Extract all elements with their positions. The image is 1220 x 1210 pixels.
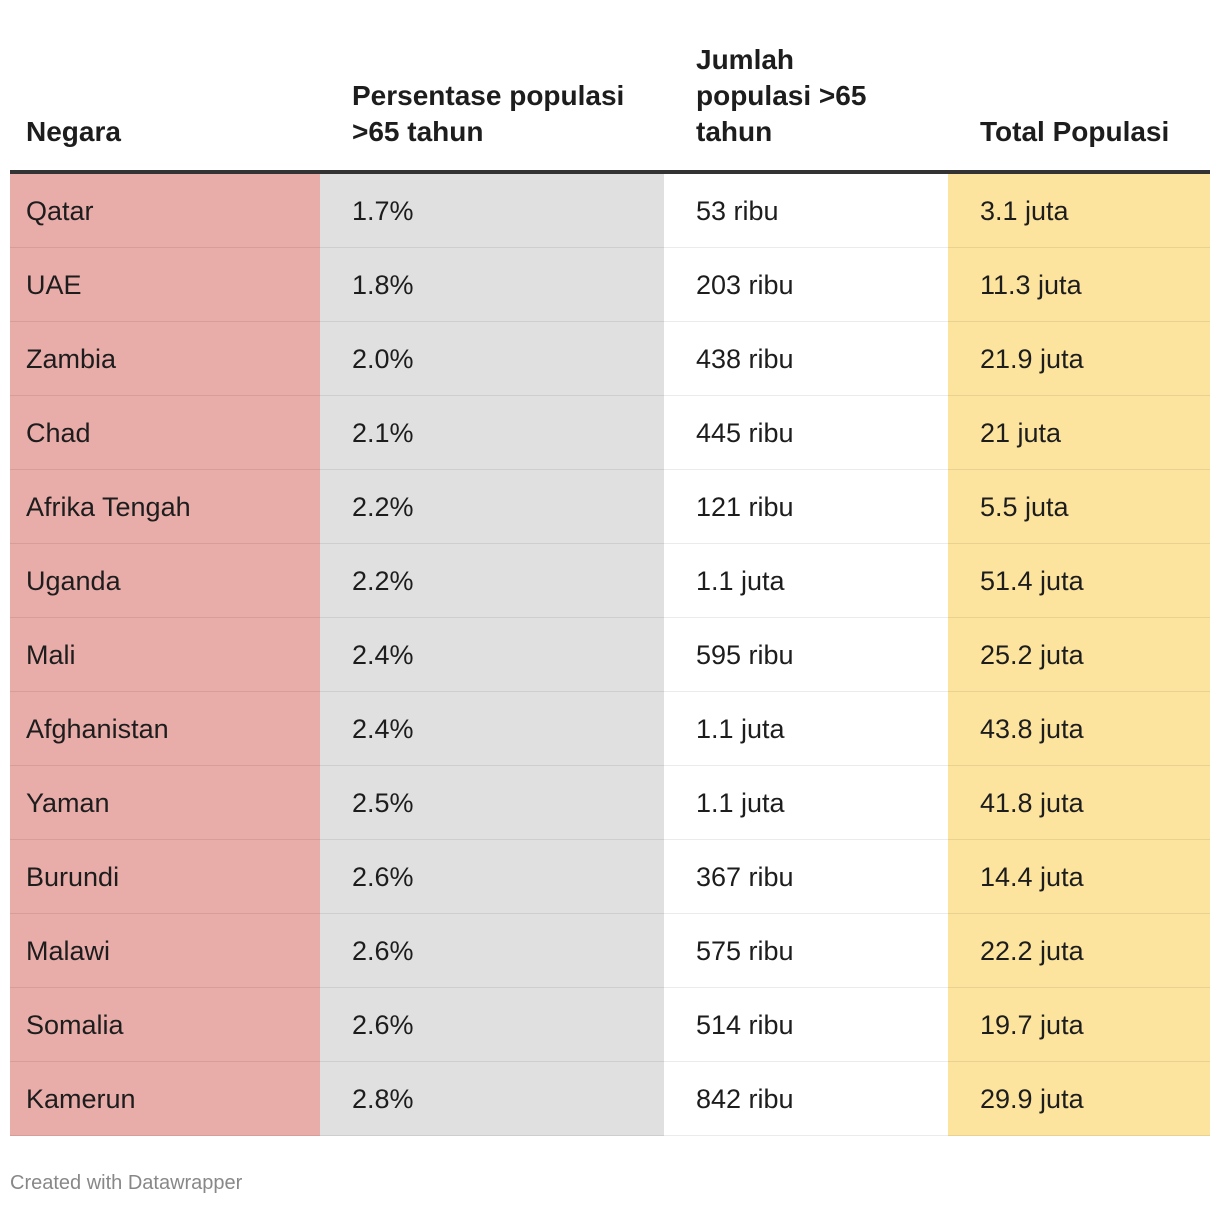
- table-row: Chad 2.1% 445 ribu 21 juta: [10, 396, 1210, 470]
- table-row: Afghanistan 2.4% 1.1 juta 43.8 juta: [10, 692, 1210, 766]
- negara-cell: Kamerun: [10, 1062, 320, 1136]
- jumlah-cell: 367 ribu: [664, 840, 948, 914]
- table-row: UAE 1.8% 203 ribu 11.3 juta: [10, 248, 1210, 322]
- jumlah-cell: 575 ribu: [664, 914, 948, 988]
- persentase-cell: 2.4%: [320, 692, 664, 766]
- total-populasi-cell: 11.3 juta: [948, 248, 1210, 322]
- persentase-cell: 2.6%: [320, 840, 664, 914]
- total-populasi-cell: 25.2 juta: [948, 618, 1210, 692]
- negara-cell: Yaman: [10, 766, 320, 840]
- jumlah-cell: 842 ribu: [664, 1062, 948, 1136]
- header-jumlah: Jumlah populasi >65 tahun: [696, 44, 867, 147]
- persentase-cell: 1.7%: [320, 174, 664, 248]
- negara-cell: Uganda: [10, 544, 320, 618]
- negara-cell: Afghanistan: [10, 692, 320, 766]
- table-row: Uganda 2.2% 1.1 juta 51.4 juta: [10, 544, 1210, 618]
- jumlah-cell: 1.1 juta: [664, 544, 948, 618]
- jumlah-cell: 121 ribu: [664, 470, 948, 544]
- persentase-cell: 2.2%: [320, 544, 664, 618]
- total-populasi-cell: 21.9 juta: [948, 322, 1210, 396]
- persentase-cell: 2.4%: [320, 618, 664, 692]
- negara-cell: Zambia: [10, 322, 320, 396]
- persentase-cell: 1.8%: [320, 248, 664, 322]
- negara-cell: Burundi: [10, 840, 320, 914]
- negara-cell: Afrika Tengah: [10, 470, 320, 544]
- total-populasi-cell: 29.9 juta: [948, 1062, 1210, 1136]
- table-row: Yaman 2.5% 1.1 juta 41.8 juta: [10, 766, 1210, 840]
- persentase-cell: 2.1%: [320, 396, 664, 470]
- negara-cell: Qatar: [10, 174, 320, 248]
- persentase-cell: 2.2%: [320, 470, 664, 544]
- table-row: Mali 2.4% 595 ribu 25.2 juta: [10, 618, 1210, 692]
- header-negara: Negara: [26, 116, 121, 147]
- jumlah-cell: 53 ribu: [664, 174, 948, 248]
- total-populasi-cell: 19.7 juta: [948, 988, 1210, 1062]
- total-populasi-cell: 41.8 juta: [948, 766, 1210, 840]
- table-row: Somalia 2.6% 514 ribu 19.7 juta: [10, 988, 1210, 1062]
- jumlah-cell: 1.1 juta: [664, 692, 948, 766]
- table-row: Burundi 2.6% 367 ribu 14.4 juta: [10, 840, 1210, 914]
- negara-cell: Mali: [10, 618, 320, 692]
- total-populasi-cell: 43.8 juta: [948, 692, 1210, 766]
- jumlah-cell: 438 ribu: [664, 322, 948, 396]
- persentase-cell: 2.6%: [320, 988, 664, 1062]
- footer-credit: Created with Datawrapper: [10, 1172, 243, 1194]
- persentase-cell: 2.5%: [320, 766, 664, 840]
- total-populasi-cell: 51.4 juta: [948, 544, 1210, 618]
- persentase-cell: 2.6%: [320, 914, 664, 988]
- table-header: Negara Persentase populasi >65 tahun Jum…: [10, 0, 1210, 174]
- table-row: Malawi 2.6% 575 ribu 22.2 juta: [10, 914, 1210, 988]
- jumlah-cell: 514 ribu: [664, 988, 948, 1062]
- total-populasi-cell: 22.2 juta: [948, 914, 1210, 988]
- persentase-cell: 2.0%: [320, 322, 664, 396]
- total-populasi-cell: 14.4 juta: [948, 840, 1210, 914]
- header-persentase: Persentase populasi >65 tahun: [352, 80, 625, 147]
- jumlah-cell: 203 ribu: [664, 248, 948, 322]
- jumlah-cell: 445 ribu: [664, 396, 948, 470]
- negara-cell: Malawi: [10, 914, 320, 988]
- table-body: Qatar 1.7% 53 ribu 3.1 juta UAE 1.8% 203 ribu 1…: [10, 174, 1210, 1136]
- total-populasi-cell: 21 juta: [948, 396, 1210, 470]
- negara-cell: Somalia: [10, 988, 320, 1062]
- jumlah-cell: 595 ribu: [664, 618, 948, 692]
- table-row: Afrika Tengah 2.2% 121 ribu 5.5 juta: [10, 470, 1210, 544]
- total-populasi-cell: 5.5 juta: [948, 470, 1210, 544]
- total-populasi-cell: 3.1 juta: [948, 174, 1210, 248]
- jumlah-cell: 1.1 juta: [664, 766, 948, 840]
- table-row: Kamerun 2.8% 842 ribu 29.9 juta: [10, 1062, 1210, 1136]
- table-row: Qatar 1.7% 53 ribu 3.1 juta: [10, 174, 1210, 248]
- negara-cell: UAE: [10, 248, 320, 322]
- data-table: Negara Persentase populasi >65 tahun Jum…: [10, 0, 1210, 1136]
- table-row: Zambia 2.0% 438 ribu 21.9 juta: [10, 322, 1210, 396]
- negara-cell: Chad: [10, 396, 320, 470]
- persentase-cell: 2.8%: [320, 1062, 664, 1136]
- header-total-populasi: Total Populasi: [980, 116, 1170, 147]
